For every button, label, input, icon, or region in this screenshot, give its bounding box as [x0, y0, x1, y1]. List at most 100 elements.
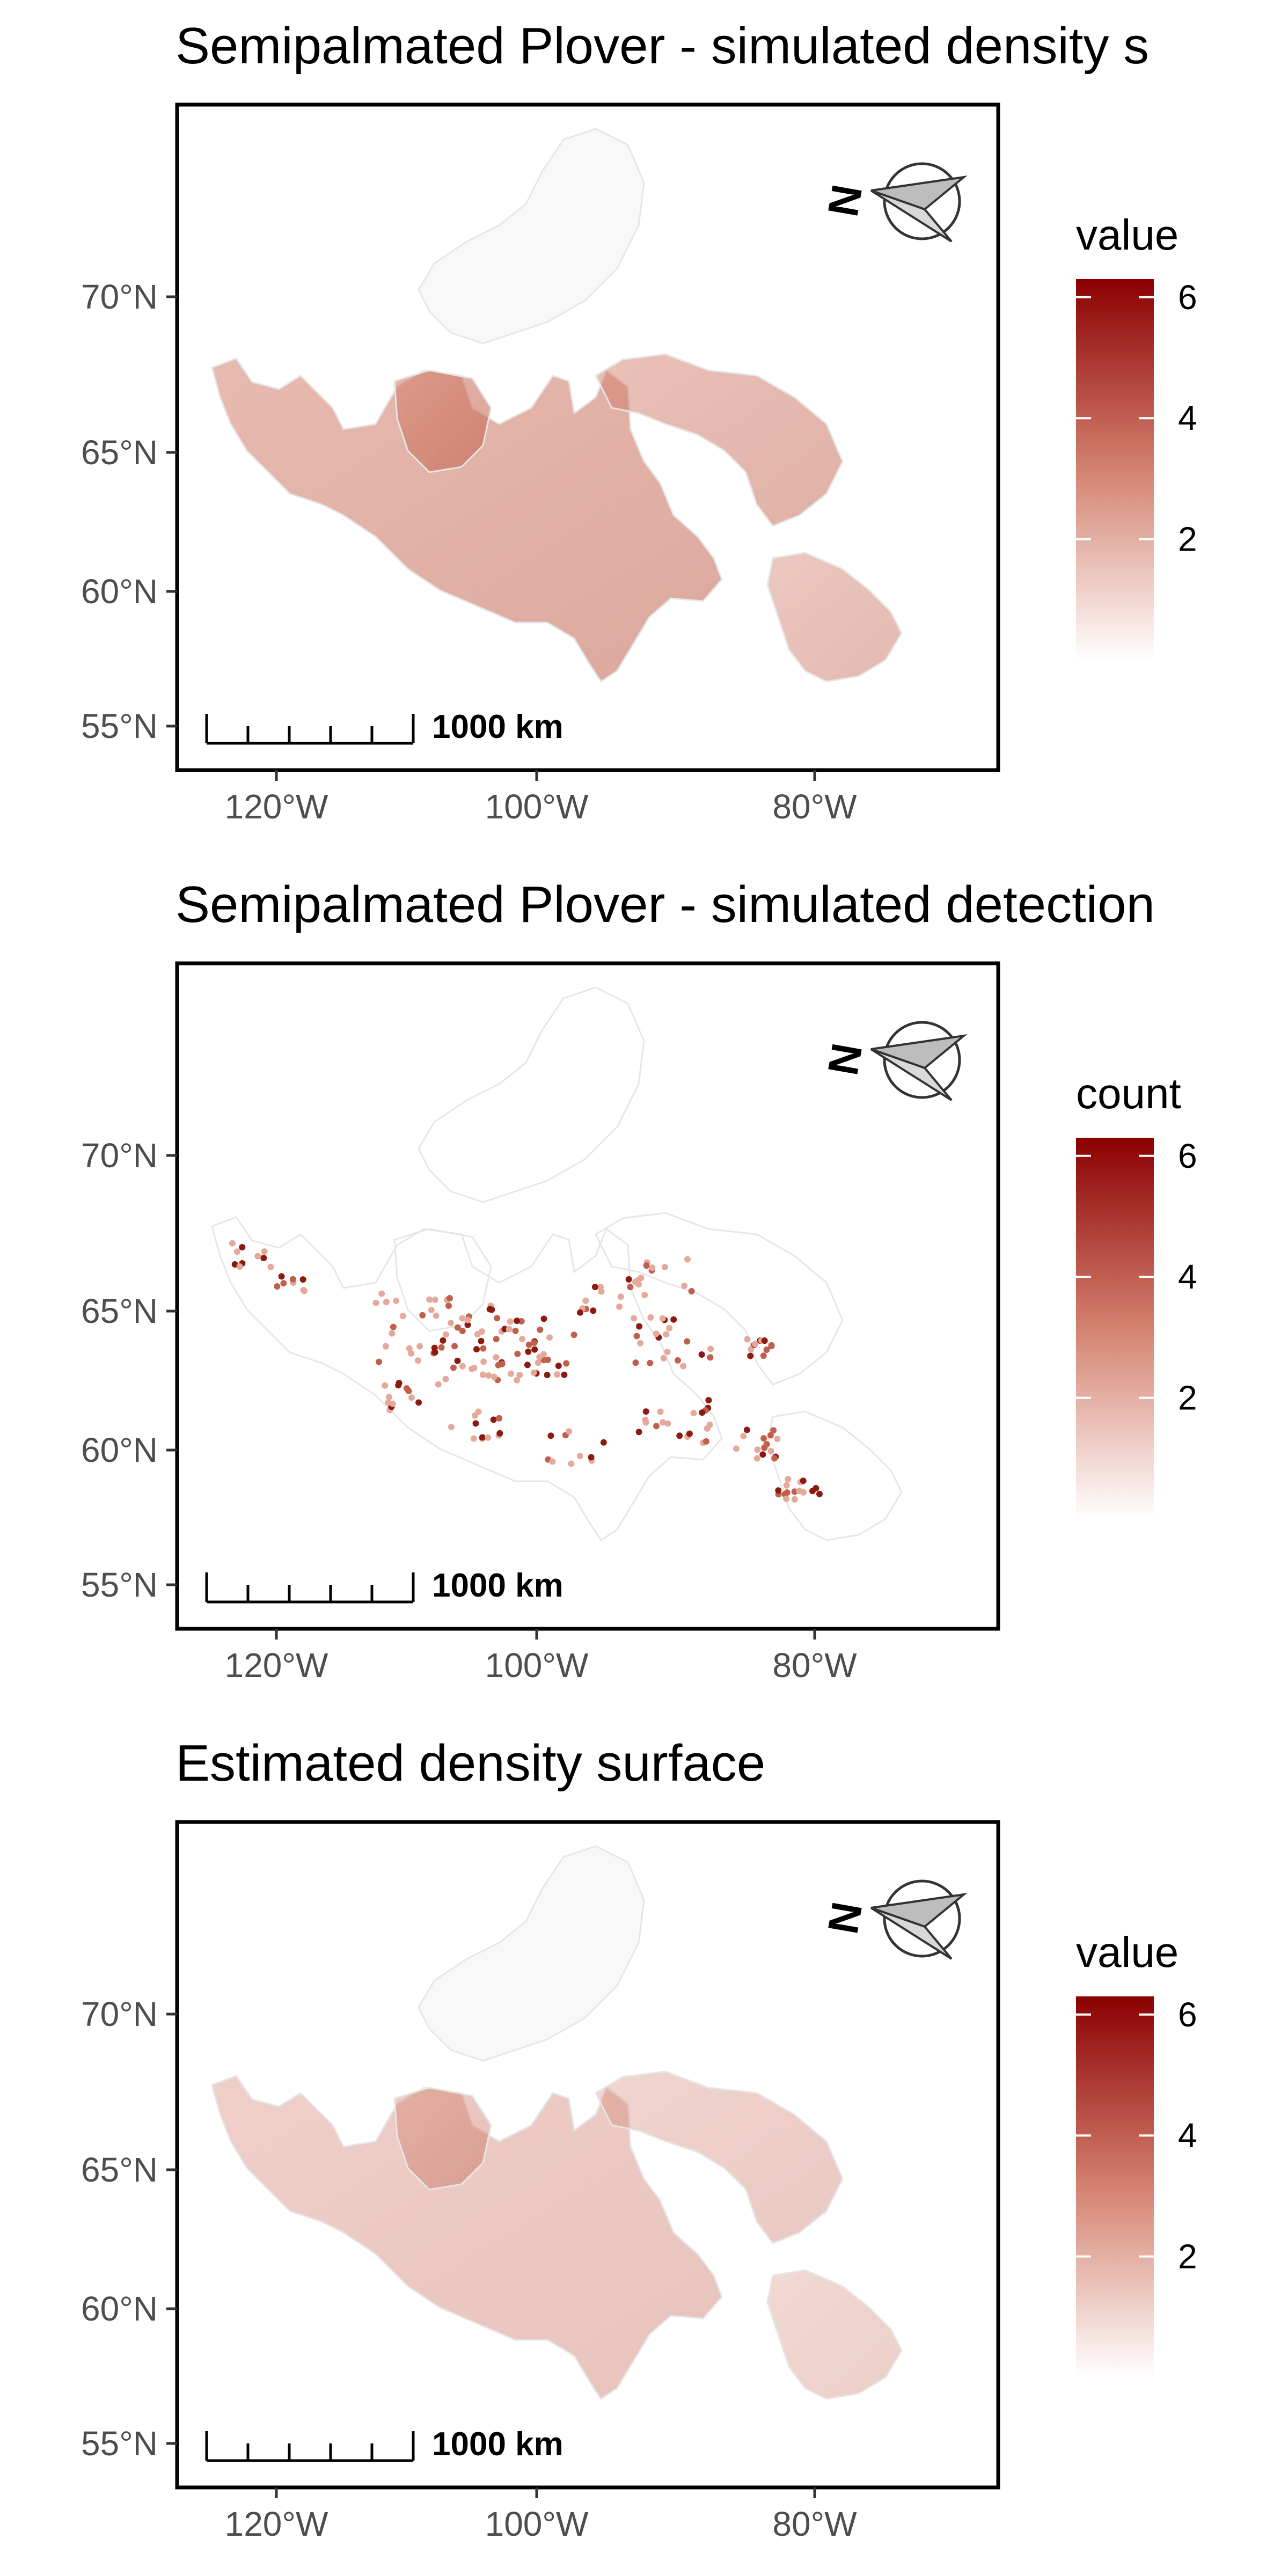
detection-point [261, 1248, 268, 1255]
scale-bar: 1000 km [205, 1567, 564, 1604]
estimated-density-panel: Estimated density surface 70°N 65°N 60°N 55… [81, 1735, 1197, 2543]
detection-point [231, 1261, 238, 1268]
detection-point [663, 1331, 670, 1338]
detection-point [389, 1330, 396, 1337]
lat-tick-label: 60°N [81, 2289, 158, 2328]
lon-tick-label: 120°W [225, 787, 328, 826]
detection-point [403, 1385, 410, 1392]
lon-tick-label: 100°W [485, 1646, 589, 1685]
detection-point [454, 1324, 461, 1331]
detection-point [632, 1359, 639, 1366]
detection-point [647, 1314, 654, 1321]
detection-point [450, 1364, 457, 1371]
detection-point [440, 1337, 447, 1344]
detection-point [512, 1327, 519, 1334]
detection-point [816, 1490, 823, 1497]
legend-colorbar [1076, 1138, 1154, 1519]
legend-title: value [1076, 211, 1179, 259]
detection-point [664, 1349, 671, 1355]
detection-point [638, 1275, 645, 1282]
detection-point [525, 1341, 532, 1348]
legend: value 6 4 2 [1076, 211, 1197, 660]
detection-point [740, 1432, 747, 1439]
detection-point [555, 1363, 562, 1369]
lat-tick-label: 55°N [81, 1565, 158, 1604]
detection-point [383, 1299, 390, 1306]
detection-point [751, 1341, 758, 1348]
legend-tick-label: 6 [1178, 278, 1197, 317]
detection-point [431, 1349, 438, 1356]
detection-point [588, 1454, 595, 1461]
detection-point [514, 1350, 521, 1357]
detection-point [415, 1357, 421, 1364]
panel-title: Estimated density surface [175, 1735, 765, 1792]
detection-point [385, 1399, 392, 1406]
detection-point [464, 1321, 471, 1328]
detection-point [473, 1346, 480, 1353]
detection-point [763, 1441, 770, 1447]
detection-point [519, 1336, 525, 1343]
detection-point [771, 1455, 778, 1462]
detection-point [274, 1283, 281, 1290]
detection-point [535, 1359, 541, 1366]
detection-point [767, 1432, 774, 1439]
detection-point [761, 1337, 768, 1344]
legend: value 6 4 2 [1076, 1928, 1197, 2377]
detection-point [385, 1394, 392, 1401]
detection-point [748, 1346, 755, 1353]
detection-point [664, 1420, 671, 1427]
detection-point [239, 1244, 246, 1250]
detection-point [496, 1430, 503, 1437]
detection-point [800, 1477, 807, 1484]
detection-point [431, 1296, 438, 1303]
north-label: N [819, 181, 872, 220]
lat-tick-label: 70°N [81, 1136, 158, 1175]
detection-point [419, 1312, 426, 1319]
latitude-axis: 70°N 65°N 60°N 55°N [81, 277, 177, 745]
lon-tick-label: 100°W [485, 787, 589, 826]
detection-point [442, 1331, 449, 1338]
detection-point [501, 1326, 508, 1333]
detection-point [554, 1371, 561, 1378]
detection-point [372, 1299, 379, 1306]
detection-point [433, 1312, 440, 1319]
detection-point [236, 1263, 243, 1270]
detection-point [472, 1420, 479, 1427]
detection-point [767, 1447, 774, 1454]
scale-bar-label: 1000 km [432, 708, 564, 745]
detection-point [479, 1371, 486, 1378]
detection-point [707, 1354, 714, 1361]
detection-point [699, 1409, 706, 1416]
detection-point [785, 1476, 792, 1483]
legend-colorbar [1076, 279, 1154, 660]
detection-point [459, 1363, 466, 1370]
detection-point [448, 1320, 455, 1327]
detection-point [408, 1350, 415, 1357]
lon-tick-label: 100°W [485, 2505, 589, 2543]
detection-point [445, 1302, 452, 1309]
scale-bar: 1000 km [205, 2426, 564, 2463]
detection-point [480, 1345, 487, 1352]
detection-point [493, 1336, 500, 1343]
detection-point [229, 1240, 236, 1247]
detection-point [540, 1315, 547, 1322]
detection-point [233, 1248, 240, 1255]
detection-point [544, 1372, 551, 1379]
detection-point [470, 1435, 477, 1442]
detection-point [636, 1323, 643, 1330]
legend-title: value [1076, 1928, 1179, 1976]
detection-point [428, 1307, 435, 1313]
detection-point [442, 1375, 449, 1382]
panel-title: Semipalmated Plover - simulated density … [175, 17, 1149, 75]
detection-point [508, 1370, 514, 1377]
detection-point [390, 1323, 397, 1330]
detection-point [480, 1358, 487, 1365]
detection-point [485, 1372, 492, 1379]
panel-title: Semipalmated Plover - simulated detectio… [175, 876, 1155, 933]
detection-point [415, 1399, 422, 1406]
detection-point [763, 1346, 770, 1353]
detection-point [633, 1333, 640, 1340]
lat-tick-label: 70°N [81, 1995, 158, 2033]
lon-tick-label: 80°W [772, 2505, 857, 2543]
